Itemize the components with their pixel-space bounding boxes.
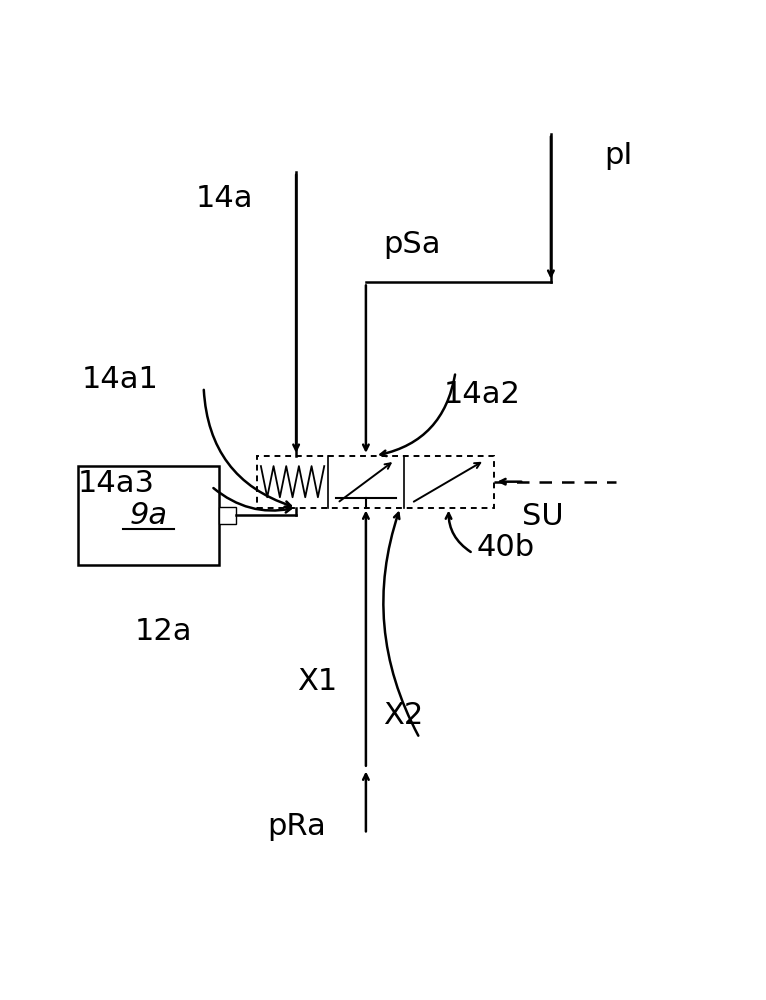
Text: pRa: pRa [267,812,326,841]
Text: SU: SU [522,502,564,531]
Text: 14a: 14a [196,184,254,213]
Text: 14a1: 14a1 [81,365,159,394]
Text: X1: X1 [297,667,338,696]
Text: 40b: 40b [476,533,534,562]
Text: 14a3: 14a3 [77,469,155,498]
Text: 12a: 12a [135,617,192,646]
Bar [77,466,219,565]
Text: 9a: 9a [129,501,168,530]
Text: pI: pI [604,141,633,170]
Text: X2: X2 [383,701,424,730]
Text: pSa: pSa [383,230,440,259]
Text: 14a2: 14a2 [444,380,521,409]
Bar [257,456,493,508]
Bar [219,507,236,524]
